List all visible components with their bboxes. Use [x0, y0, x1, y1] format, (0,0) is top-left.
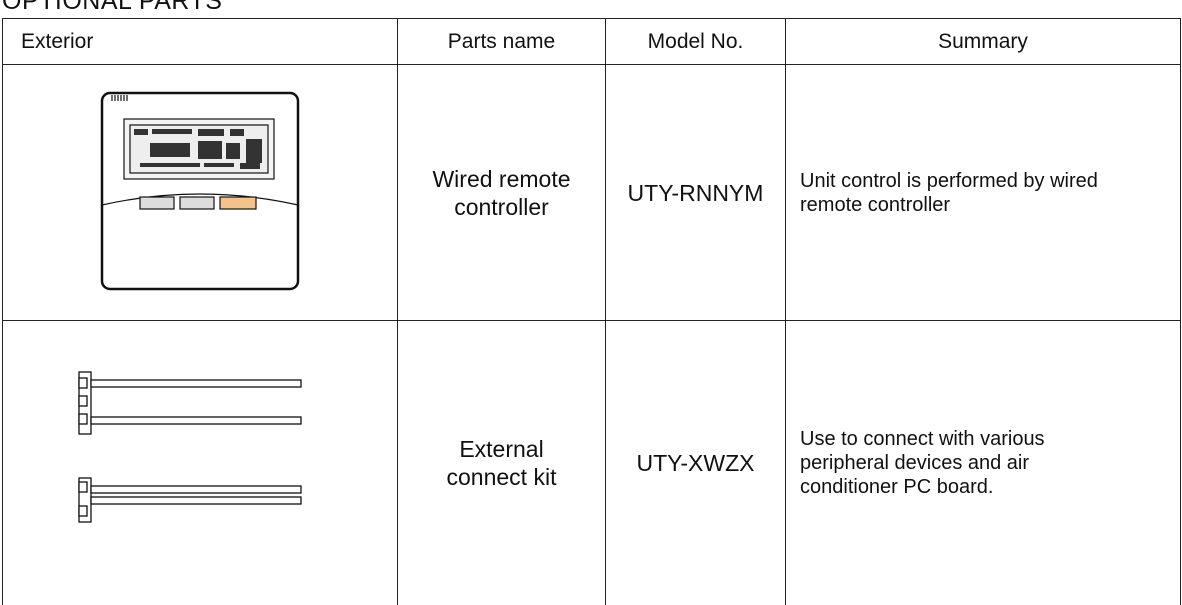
exterior-image — [2, 64, 398, 321]
header-row: Exterior Parts name Model No. Summary — [2, 18, 1181, 65]
connector-cable-icon — [78, 371, 302, 523]
column-header: Parts name — [397, 18, 606, 65]
column-header: Exterior — [2, 18, 398, 65]
table-row: Wired remote controller UTY-RNNYM Unit c… — [2, 64, 1181, 321]
parts-name: External connect kit — [446, 435, 557, 490]
column-header: Summary — [785, 18, 1181, 65]
cell: Unit control is performed by wired remot… — [785, 64, 1181, 321]
model-number: UTY-XWZX — [605, 320, 786, 605]
table-row: External connect kit UTY-XWZX Use to con… — [2, 320, 1181, 605]
remote-controller-icon — [100, 91, 300, 290]
page-title: OPTIONAL PARTS — [2, 0, 223, 15]
summary: Use to connect with various peripheral d… — [800, 427, 1045, 498]
column-header: Model No. — [605, 18, 786, 65]
cell: External connect kit — [397, 320, 606, 605]
summary: Unit control is performed by wired remot… — [800, 169, 1098, 216]
model-number: UTY-RNNYM — [605, 64, 786, 321]
cell: Use to connect with various peripheral d… — [785, 320, 1181, 605]
exterior-image — [2, 320, 398, 605]
parts-name: Wired remote controller — [432, 165, 571, 220]
parts-table: Exterior Parts name Model No. Summary Wi… — [2, 18, 1181, 605]
cell: Wired remote controller — [397, 64, 606, 321]
